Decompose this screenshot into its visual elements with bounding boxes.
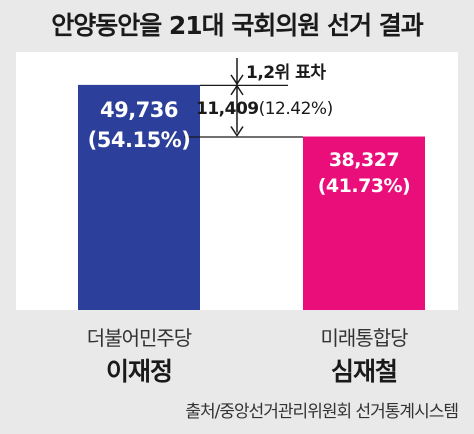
bar-value-label-future-united: 38,327 (41.73%)	[303, 147, 425, 199]
gap-arrow-head-top	[230, 74, 244, 86]
bar-value-count: 38,327	[328, 148, 400, 171]
gap-arrow-head-bottom	[230, 126, 244, 137]
bar-chart	[78, 58, 425, 310]
bar-future-united	[303, 136, 425, 310]
bar-value-count: 49,736	[99, 97, 179, 122]
bar-value-percent: (54.15%)	[87, 127, 191, 152]
party-name-future-united: 미래통합당	[320, 326, 409, 350]
bar-value-percent: (41.73%)	[317, 174, 411, 197]
chart-panel	[16, 52, 458, 310]
party-name-democratic: 더불어민주당	[86, 326, 192, 350]
bar-value-label-democratic: 49,736 (54.15%)	[78, 95, 200, 155]
candidate-name-shim-jae-chul: 심재철	[330, 357, 398, 386]
vote-gap-label: 1,2위 표차	[246, 63, 326, 83]
vote-gap-count: 11,409	[196, 98, 259, 119]
bar-democratic	[78, 84, 200, 310]
vote-gap-value: 11,409(12.42%)	[196, 99, 333, 119]
chart-title: 안양동안을 21대 국회의원 선거 결과	[51, 11, 424, 40]
vote-gap-percent: (12.42%)	[258, 98, 334, 119]
source-note: 출처/중앙선거관리위원회 선거통계시스템	[185, 402, 459, 422]
gap-arrow-head-mid	[230, 84, 244, 96]
candidate-name-lee-jae-jung: 이재정	[105, 357, 173, 386]
